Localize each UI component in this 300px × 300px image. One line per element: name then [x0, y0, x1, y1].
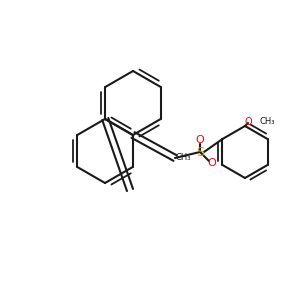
Text: O: O: [196, 135, 204, 145]
Text: O: O: [244, 117, 252, 127]
Text: O: O: [208, 158, 216, 168]
Text: CH₃: CH₃: [259, 118, 274, 127]
Text: CH₃: CH₃: [175, 154, 191, 163]
Text: S: S: [196, 146, 204, 158]
